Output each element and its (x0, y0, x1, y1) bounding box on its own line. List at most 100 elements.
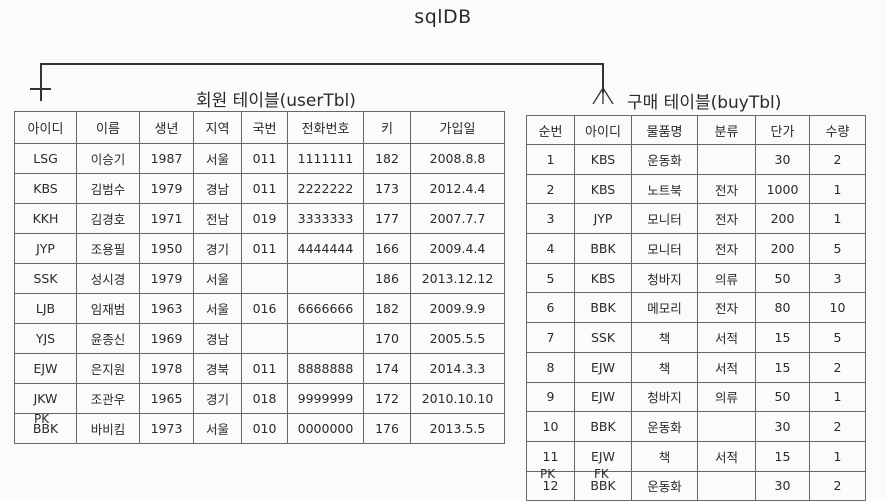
buy-fk-label: FK (594, 467, 609, 481)
user-table-cell: 1979 (139, 263, 194, 294)
buy-table-cell: 9 (526, 381, 575, 413)
buy-table-cell: 3 (809, 262, 866, 294)
buy-table-row: 2 KBS 노트북 전자 1000 1 (526, 173, 866, 205)
user-table-cell: 011 (241, 233, 288, 264)
user-table-cell: 2222222 (287, 173, 364, 204)
buy-table-header-cell: 분류 (697, 115, 756, 145)
buy-table-cell: 2 (809, 144, 866, 175)
buy-table-row: 12 BBK 운동화 30 2 (526, 470, 866, 501)
user-table-cell: 이승기 (76, 143, 140, 174)
user-table-cell (241, 263, 288, 294)
buy-table-cell: 200 (755, 233, 810, 264)
buy-table-cell: 8 (526, 351, 575, 383)
user-table-header-cell: 생년 (139, 111, 194, 144)
buy-table-cell: 4 (526, 233, 575, 264)
user-table-cell: JKW (14, 383, 77, 414)
buy-table-cell: 5 (526, 262, 575, 294)
buy-pk-label: PK (540, 467, 556, 481)
buy-table-header-cell: 수량 (809, 115, 866, 145)
buy-table-cell: KBS (574, 262, 632, 294)
buy-table-row: 1 KBS 운동화 30 2 (526, 144, 866, 175)
buy-table-title: 구매 테이블(buyTbl) (627, 93, 782, 113)
buy-table-cell: 의류 (697, 262, 756, 294)
buy-table-cell: 책 (631, 351, 698, 383)
user-table-header-cell: 국번 (241, 111, 288, 144)
buy-table-cell: 15 (755, 440, 810, 472)
buy-table-cell: 30 (755, 470, 810, 501)
buy-table-cell: 책 (631, 322, 698, 353)
buy-table-cell: 운동화 (631, 470, 698, 501)
buy-table-cell: 6 (526, 292, 575, 324)
buy-table-cell: 80 (755, 292, 810, 324)
buy-table-cell: 모니터 (631, 203, 698, 235)
buy-table-cell: 청바지 (631, 381, 698, 413)
buy-table-cell: BBK (574, 292, 632, 324)
user-table-cell: JYP (14, 233, 77, 264)
buy-table-cell: EJW (574, 381, 632, 413)
user-table-cell: 2013.5.5 (410, 413, 505, 444)
buy-table-cell: 서적 (697, 440, 756, 472)
user-table-cell: 2007.7.7 (410, 203, 505, 234)
buy-table-cell: 운동화 (631, 144, 698, 175)
user-table-cell: 170 (363, 323, 411, 354)
user-table-cell: 2005.5.5 (410, 323, 505, 354)
buy-table-cell: 서적 (697, 322, 756, 353)
user-table-cell: 경남 (193, 323, 242, 354)
user-table-cell: 2013.12.12 (410, 263, 505, 294)
user-table-cell: 서울 (193, 413, 242, 444)
buy-table-cell (697, 470, 756, 501)
buy-table-cell: 2 (809, 411, 866, 442)
buy-table-cell: 2 (526, 173, 575, 205)
user-table-header-cell: 전화번호 (287, 111, 364, 144)
buy-table-cell: 전자 (697, 292, 756, 324)
user-table: 아이디 이름 생년 지역 국번 전화번호 키 가입일 LSG 이승기 1987 서울 011 11111… (14, 111, 505, 444)
buy-table-cell: 1000 (755, 173, 810, 205)
user-table-cell: 1979 (139, 173, 194, 204)
user-table-cell: 1973 (139, 413, 194, 444)
buy-table-cell: 5 (809, 322, 866, 353)
buy-table-row: 7 SSK 책 서적 15 5 (526, 322, 866, 353)
user-table-cell: 1969 (139, 323, 194, 354)
user-table-row: JKW 조관우 1965 경기 018 9999999 172 2010.10.10 (14, 383, 505, 414)
user-table-cell: 011 (241, 173, 288, 204)
buy-table-row: 3 JYP 모니터 전자 200 1 (526, 203, 866, 235)
buy-table-header-cell: 순번 (526, 115, 575, 145)
buy-table-cell: 1 (809, 381, 866, 413)
user-table-cell: BBK (14, 413, 77, 444)
user-table-cell: YJS (14, 323, 77, 354)
user-table-header-cell: 가입일 (410, 111, 505, 144)
user-table-cell: 2009.4.4 (410, 233, 505, 264)
buy-table-cell: 2 (809, 351, 866, 383)
user-table-cell: 경남 (193, 173, 242, 204)
user-table-cell: 임재범 (76, 293, 140, 324)
user-table-cell: 9999999 (287, 383, 364, 414)
buy-table-cell: 책 (631, 440, 698, 472)
user-table-cell: 011 (241, 353, 288, 384)
buy-table-header-row: 순번 아이디 물품명 분류 단가 수량 (526, 115, 866, 145)
user-table-cell (287, 263, 364, 294)
buy-table-row: 6 BBK 메모리 전자 80 10 (526, 292, 866, 324)
buy-table-cell: 30 (755, 144, 810, 175)
user-table-cell: 011 (241, 143, 288, 174)
user-table-cell: 4444444 (287, 233, 364, 264)
user-table-cell: 0000000 (287, 413, 364, 444)
buy-table-cell: 1 (809, 173, 866, 205)
buy-table-header-cell: 물품명 (631, 115, 698, 145)
user-table-cell: SSK (14, 263, 77, 294)
user-table-cell: 김범수 (76, 173, 140, 204)
buy-table-cell: 1 (809, 203, 866, 235)
buy-table-cell: 2 (809, 470, 866, 501)
user-table-cell: KKH (14, 203, 77, 234)
user-table-header-cell: 지역 (193, 111, 242, 144)
buy-table-cell: 15 (755, 322, 810, 353)
user-table-row: LJB 임재범 1963 서울 016 6666666 182 2009.9.9 (14, 293, 505, 324)
buy-table-cell (697, 411, 756, 442)
user-table-row: KKH 김경호 1971 전남 019 3333333 177 2007.7.7 (14, 203, 505, 234)
user-table-cell: 조관우 (76, 383, 140, 414)
user-table-cell: 성시경 (76, 263, 140, 294)
user-table-cell: 은지원 (76, 353, 140, 384)
buy-table-cell: KBS (574, 173, 632, 205)
buy-table-cell: 모니터 (631, 233, 698, 264)
database-title: sqlDB (414, 6, 472, 28)
user-table-cell: 2010.10.10 (410, 383, 505, 414)
